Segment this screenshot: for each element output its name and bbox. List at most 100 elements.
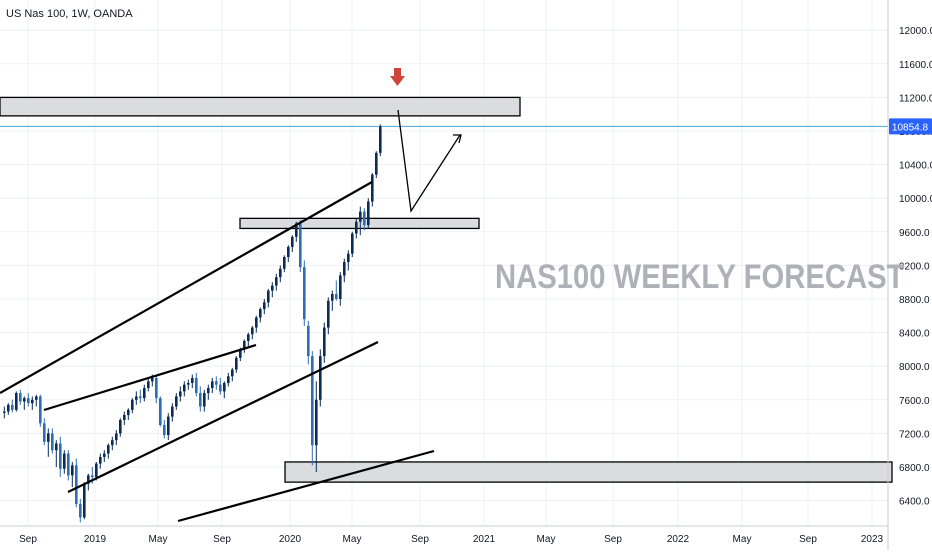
- candle: [47, 428, 50, 457]
- candle-body: [111, 440, 114, 446]
- candle: [359, 206, 362, 236]
- candle-body: [59, 443, 62, 469]
- y-tick-label: 8400.0: [899, 329, 930, 340]
- candle-body: [223, 383, 226, 392]
- candle: [367, 198, 370, 229]
- candle: [247, 332, 250, 347]
- candle-body: [195, 377, 198, 394]
- candle: [275, 273, 278, 291]
- candle: [63, 450, 66, 474]
- trendline[interactable]: [0, 181, 373, 394]
- candle-body: [363, 211, 366, 226]
- candle: [315, 381, 318, 473]
- candle: [19, 389, 22, 405]
- x-tick-label: 2022: [667, 534, 690, 545]
- candle-body: [67, 453, 70, 476]
- candle-body: [379, 126, 382, 153]
- candle: [111, 436, 114, 451]
- candle: [39, 394, 42, 427]
- candle-body: [135, 396, 138, 400]
- candle-body: [151, 377, 154, 382]
- candle-body: [283, 257, 286, 269]
- candle: [307, 320, 310, 365]
- candle-body: [131, 399, 134, 410]
- candle: [223, 381, 226, 399]
- trendline[interactable]: [177, 449, 435, 523]
- candle-body: [71, 465, 74, 476]
- candle: [375, 151, 378, 179]
- candle: [131, 398, 134, 414]
- candle: [167, 413, 170, 441]
- candle-body: [11, 404, 14, 410]
- candle-body: [287, 246, 290, 257]
- candle: [159, 396, 162, 427]
- forecast-path[interactable]: [397, 109, 461, 213]
- y-tick-label: 7600.0: [899, 396, 930, 407]
- candle: [147, 377, 150, 392]
- candle-body: [39, 396, 42, 424]
- candle-body: [243, 341, 246, 350]
- candle: [351, 231, 354, 257]
- candle: [175, 393, 178, 410]
- candle: [227, 372, 230, 387]
- candle: [327, 297, 330, 335]
- candle: [235, 356, 238, 373]
- candle-body: [339, 275, 342, 299]
- x-tick-label: Sep: [799, 534, 817, 545]
- candle: [15, 391, 18, 412]
- candle-body: [355, 221, 358, 234]
- candle: [203, 389, 206, 412]
- y-tick-label: 7200.0: [899, 429, 930, 440]
- x-tick-label: 2023: [861, 534, 884, 545]
- candle-body: [235, 357, 238, 370]
- candle-body: [95, 463, 98, 478]
- candle: [355, 218, 358, 239]
- forecast-arrowhead: [453, 134, 462, 144]
- candle: [127, 408, 130, 420]
- candle: [119, 418, 122, 437]
- candle-body: [51, 433, 54, 451]
- candle: [263, 299, 266, 315]
- candle-body: [331, 293, 334, 301]
- candle-body: [63, 453, 66, 469]
- candle-body: [183, 384, 186, 392]
- candle-body: [83, 483, 86, 518]
- candle: [251, 325, 254, 340]
- y-tick-label: 10400.0: [899, 161, 932, 172]
- candle-body: [259, 309, 262, 318]
- candle-body: [3, 411, 6, 413]
- candle: [71, 461, 74, 488]
- candle: [271, 282, 274, 298]
- candle: [51, 428, 54, 454]
- x-tick-label: Sep: [19, 534, 37, 545]
- y-tick-label: 8000.0: [899, 362, 930, 373]
- price-zone[interactable]: [0, 96, 521, 117]
- candle-body: [207, 388, 210, 394]
- price-zone[interactable]: [284, 461, 893, 483]
- candle: [279, 265, 282, 283]
- candle: [3, 406, 6, 419]
- candle-body: [375, 152, 378, 175]
- candle: [7, 403, 10, 415]
- candle-body: [15, 393, 18, 410]
- trendline[interactable]: [67, 341, 379, 493]
- candle: [323, 322, 326, 363]
- candle-body: [247, 334, 250, 341]
- trendline[interactable]: [43, 343, 257, 412]
- candle-body: [275, 277, 278, 286]
- candle-body: [75, 465, 78, 504]
- candle-body: [107, 445, 110, 454]
- candle-body: [199, 393, 202, 407]
- candle: [135, 391, 138, 405]
- candle: [171, 403, 174, 422]
- candle-body: [295, 223, 298, 237]
- candle: [343, 258, 346, 283]
- candle-body: [179, 391, 182, 397]
- last-price-value: 10854.8: [892, 122, 929, 133]
- candle-body: [215, 381, 218, 385]
- candle: [43, 418, 46, 446]
- candle: [155, 375, 158, 404]
- candle-body: [19, 393, 22, 402]
